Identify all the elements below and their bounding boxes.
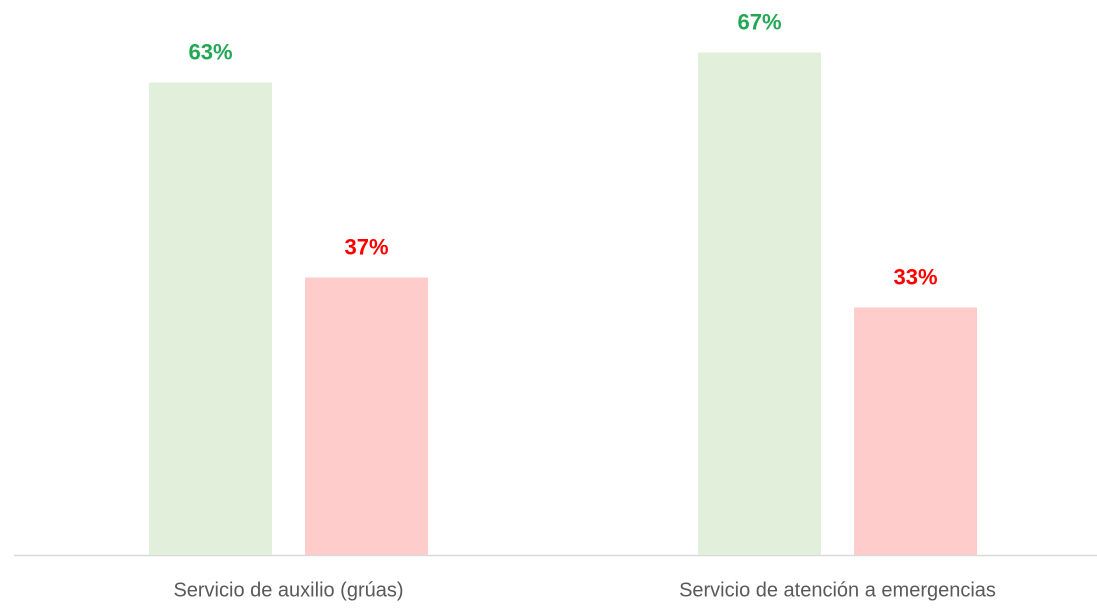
data-label: 37% [344, 234, 388, 259]
bar [698, 52, 821, 555]
data-label: 33% [893, 264, 937, 289]
bar [149, 82, 272, 555]
x-tick-label: Servicio de auxilio (grúas) [173, 579, 403, 601]
bar [305, 277, 428, 555]
data-label: 63% [188, 39, 232, 64]
data-label: 67% [737, 9, 781, 34]
bar [854, 307, 977, 555]
x-tick-label: Servicio de atención a emergencias [679, 579, 996, 601]
